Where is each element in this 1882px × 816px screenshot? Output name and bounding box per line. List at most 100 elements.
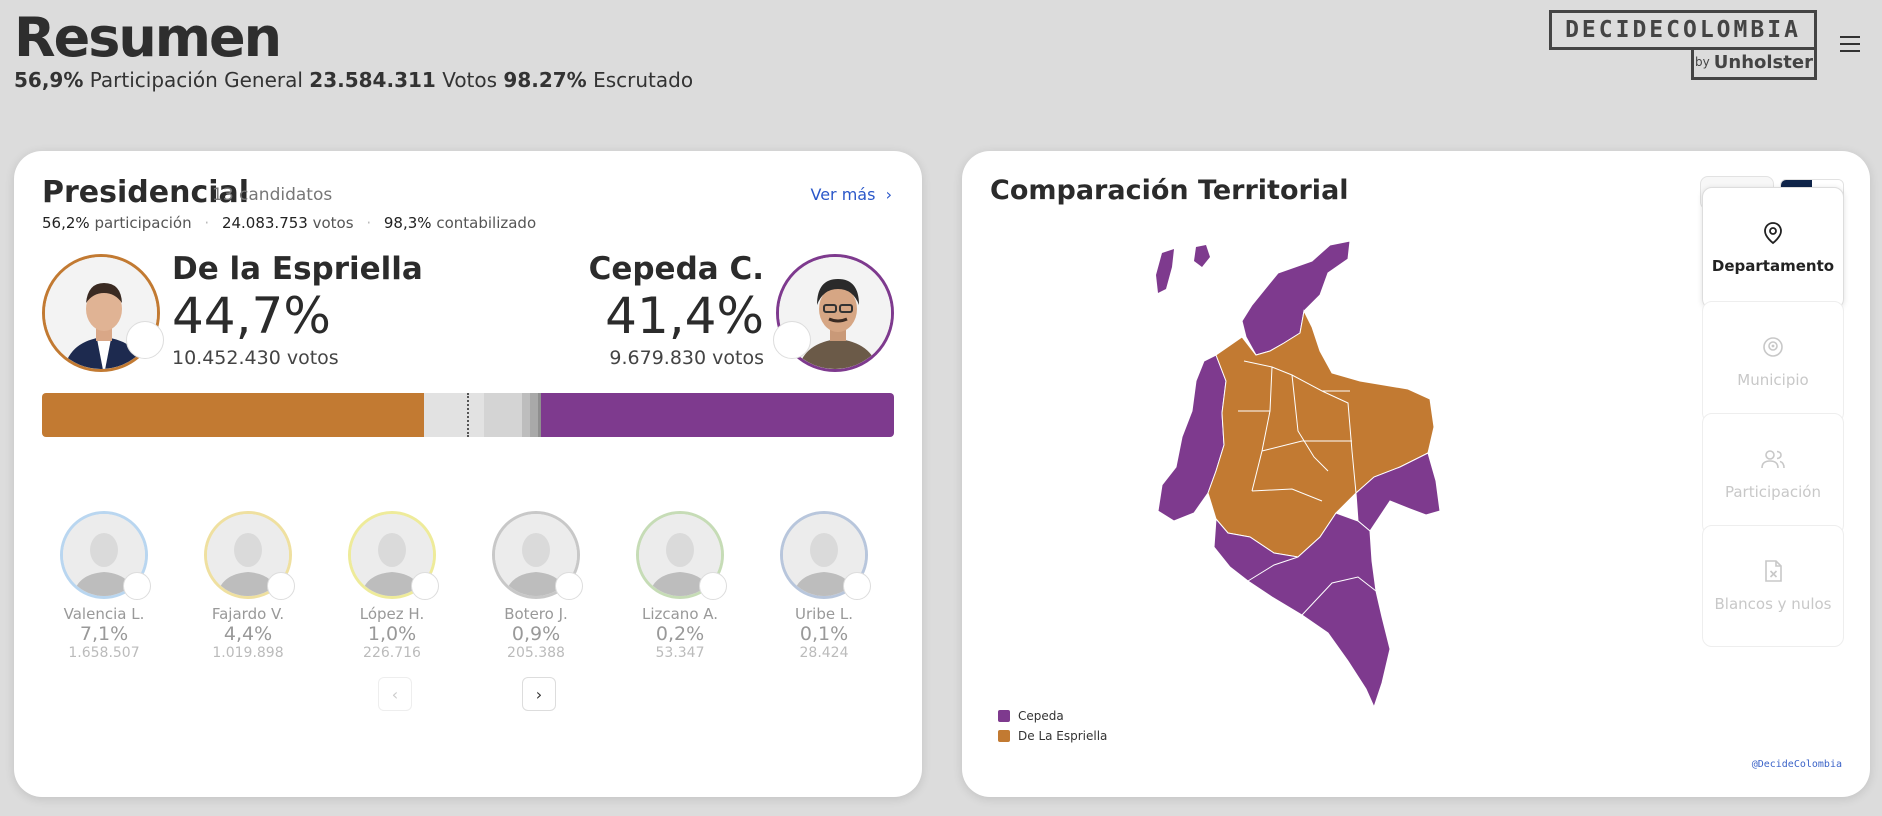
presidential-title: Presidencial (42, 175, 250, 210)
party-logo-icon (123, 572, 151, 600)
level-blancos-nulos-button[interactable]: Blancos y nulos (1702, 525, 1844, 647)
leader-right-votes: 9.679.830 votos (609, 347, 764, 369)
leader-right-name: Cepeda C. (588, 251, 764, 287)
level-label: Participación (1724, 483, 1821, 501)
chevron-left-icon: ‹ (391, 684, 399, 704)
votes-label: Votos (442, 68, 498, 92)
see-more-link[interactable]: Ver más › (810, 185, 892, 204)
territorial-title: Comparación Territorial (990, 175, 1349, 206)
stat-votes-value: 24.083.753 (221, 214, 308, 232)
candidate-name: Valencia L. (63, 605, 145, 623)
participation-value: 56,9% (14, 68, 84, 92)
candidate-percentage: 0,1% (799, 623, 849, 645)
party-logo-icon (773, 321, 811, 359)
logo-by: by (1695, 55, 1710, 69)
other-candidate[interactable]: Valencia L. 7,1% 1.658.507 (42, 511, 166, 661)
stat-counted-value: 98,3% (383, 214, 432, 232)
legend-label: Cepeda (1018, 709, 1064, 723)
decidecolombia-logo[interactable]: DECIDECOLOMBIA by Unholster (1549, 10, 1817, 80)
see-more-label: Ver más (810, 185, 876, 204)
level-label: Departamento (1711, 257, 1835, 275)
level-departamento-button[interactable]: Departamento (1702, 187, 1844, 309)
next-page-button[interactable]: › (522, 677, 556, 711)
legend-swatch (998, 730, 1010, 742)
candidate-avatar (636, 511, 727, 600)
summary-line: 56,9% Participación General 23.584.311 V… (14, 68, 693, 92)
result-bar-segment[interactable] (540, 393, 894, 437)
participation-label: Participación General (89, 68, 303, 92)
location-target-icon (1763, 337, 1783, 357)
leader-left-name: De la Espriella (172, 251, 423, 287)
result-bar-segment[interactable] (537, 393, 541, 437)
colombia-map[interactable] (1152, 231, 1492, 751)
candidate-name: Botero J. (504, 605, 568, 623)
other-candidate[interactable]: Fajardo V. 4,4% 1.019.898 (186, 511, 310, 661)
candidate-avatar (492, 511, 583, 600)
logo-wordmark: DECIDECOLOMBIA (1549, 10, 1817, 50)
candidate-votes: 226.716 (363, 645, 421, 661)
logo-byline: by Unholster (1691, 47, 1817, 80)
level-municipio-button[interactable]: Municipio (1702, 301, 1844, 423)
party-logo-icon (699, 572, 727, 600)
legend-label: De La Espriella (1018, 729, 1108, 743)
candidate-avatar (60, 511, 151, 600)
other-candidate[interactable]: López H. 1,0% 226.716 (330, 511, 454, 661)
result-bar-segment[interactable] (521, 393, 531, 437)
candidate-name: Uribe L. (795, 605, 853, 623)
leader-left-votes: 10.452.430 votos (172, 347, 339, 369)
result-bar (42, 393, 894, 437)
hamburger-menu-icon[interactable] (1840, 36, 1860, 52)
candidate-percentage: 7,1% (79, 623, 129, 645)
candidate-avatar (780, 511, 871, 600)
stat-counted-label: contabilizado (436, 214, 537, 232)
leader-right-percentage: 41,4% (605, 287, 764, 345)
result-bar-segment[interactable] (484, 393, 522, 437)
candidate-name: Fajardo V. (211, 605, 285, 623)
other-candidate[interactable]: Lizcano A. 0,2% 53.347 (618, 511, 742, 661)
map-pin-icon (1764, 222, 1782, 245)
candidate-votes: 205.388 (507, 645, 565, 661)
candidate-percentage: 1,0% (367, 623, 417, 645)
other-candidates: Valencia L. 7,1% 1.658.507 Fajardo V. 4,4% 1.… (42, 511, 894, 681)
legend-item: Cepeda (998, 706, 1107, 726)
other-candidate[interactable]: Uribe L. 0,1% 28.424 (762, 511, 886, 661)
stat-participation-label: participación (94, 214, 192, 232)
page-title: Resumen (14, 6, 282, 69)
legend-swatch (998, 710, 1010, 722)
candidate-name: Lizcano A. (641, 605, 719, 623)
candidate-votes: 1.019.898 (212, 645, 284, 661)
candidate-votes: 53.347 (655, 645, 705, 661)
scrutiny-label: Escrutado (593, 68, 694, 92)
result-bar-segment[interactable] (42, 393, 424, 437)
stat-participation-value: 56,2% (42, 214, 90, 232)
legend-item: De La Espriella (998, 726, 1107, 746)
level-participacion-button[interactable]: Participación (1702, 413, 1844, 535)
candidate-percentage: 4,4% (223, 623, 273, 645)
previous-page-button[interactable]: ‹ (378, 677, 412, 711)
stat-votes-label: votos (312, 214, 354, 232)
candidate-votes: 1.658.507 (68, 645, 140, 661)
candidate-avatar (204, 511, 295, 600)
party-logo-icon (843, 572, 871, 600)
candidates-count: 13 candidatos (212, 185, 333, 205)
candidate-avatar (348, 511, 439, 600)
credit-link[interactable]: @DecideColombia (1751, 759, 1842, 770)
party-logo-icon (411, 572, 439, 600)
scrutiny-value: 98.27% (503, 68, 587, 92)
level-label: Blancos y nulos (1714, 595, 1832, 613)
presidential-card: Presidencial 13 candidatos Ver más › 56,… (14, 151, 922, 797)
chevron-right-icon: › (880, 185, 892, 204)
chevron-right-icon: › (535, 684, 543, 704)
majority-threshold-line (467, 393, 469, 437)
other-candidate[interactable]: Botero J. 0,9% 205.388 (474, 511, 598, 661)
file-x-icon (1765, 560, 1782, 582)
result-bar-segment[interactable] (530, 393, 538, 437)
candidate-votes: 28.424 (799, 645, 849, 661)
result-bar-segment[interactable] (423, 393, 485, 437)
party-logo-icon (267, 572, 295, 600)
presidential-stats: 56,2% participación · 24.083.753 votos ·… (42, 214, 537, 232)
leader-left-percentage: 44,7% (172, 287, 331, 345)
candidate-percentage: 0,2% (655, 623, 705, 645)
party-logo-icon (555, 572, 583, 600)
map-legend: Cepeda De La Espriella (998, 706, 1107, 746)
